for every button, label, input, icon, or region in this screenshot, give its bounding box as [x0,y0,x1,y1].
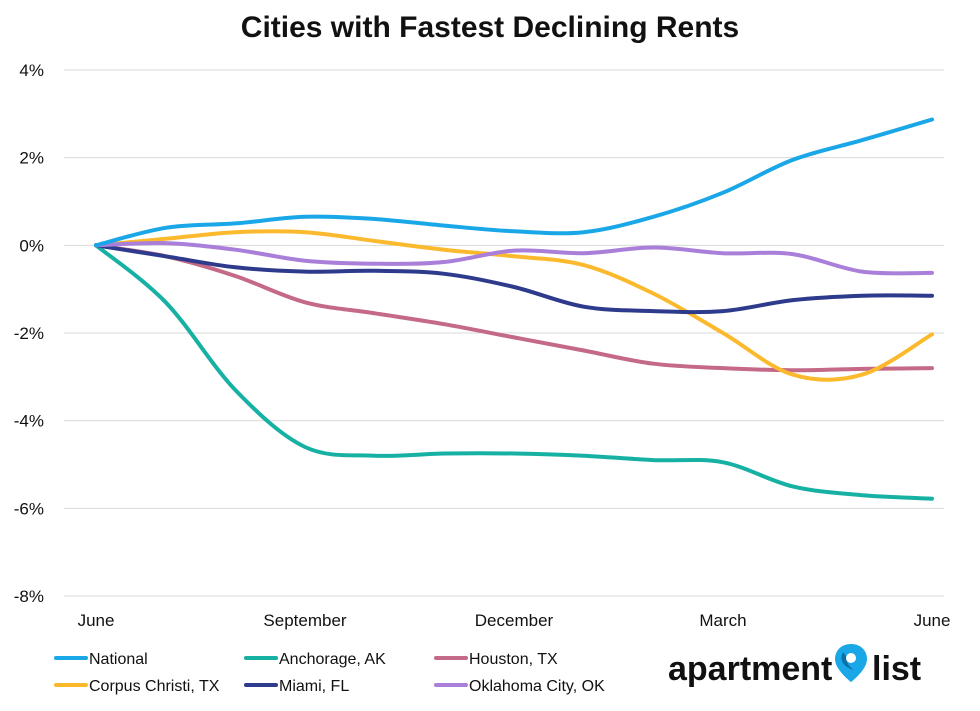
legend-item: National [54,651,148,668]
y-tick-label: -4% [14,412,44,431]
series-line-national [94,117,934,248]
logo-word-list: list [872,650,921,688]
x-tick-label: June [78,611,115,630]
legend-label: Corpus Christi, TX [89,678,220,695]
x-tick-label: March [699,611,746,630]
legend-label: National [89,651,148,668]
grid-lines [64,69,944,597]
legend: National Anchorage, AK Houston, TX Corpus C… [54,651,605,695]
y-tick-label: -6% [14,499,44,518]
series-lines [94,117,934,501]
x-tick-label: September [263,611,346,630]
brand-logo: apartment list [668,644,921,688]
legend-item: Houston, TX [434,651,558,668]
legend-label: Oklahoma City, OK [469,678,605,695]
y-tick-label: 0% [19,236,44,255]
legend-item: Corpus Christi, TX [54,678,220,695]
y-tick-label: 4% [19,61,44,80]
y-tick-label: -8% [14,587,44,606]
legend-label: Houston, TX [469,651,558,668]
chart-title: Cities with Fastest Declining Rents [241,11,739,44]
logo-word-apartment: apartment [668,650,832,688]
series-line-anchorage-ak [94,243,934,501]
y-tick-label: 2% [19,149,44,168]
series-line-miami-fl [94,243,934,315]
legend-label: Miami, FL [279,678,349,695]
x-tick-label: June [914,611,951,630]
x-axis-ticks: June September December March June [78,611,951,630]
series-line-corpus-christi-tx [94,229,934,382]
x-tick-label: December [475,611,554,630]
y-tick-label: -2% [14,324,44,343]
series-line-oklahoma-city-ok [94,240,934,276]
legend-item: Miami, FL [244,678,349,695]
location-pin-icon [835,644,867,682]
y-axis-ticks: 4% 2% 0% -2% -4% -6% -8% [14,61,44,606]
legend-label: Anchorage, AK [279,651,386,668]
series-line-houston-tx [94,243,934,373]
legend-item: Anchorage, AK [244,651,386,668]
legend-item: Oklahoma City, OK [434,678,605,695]
